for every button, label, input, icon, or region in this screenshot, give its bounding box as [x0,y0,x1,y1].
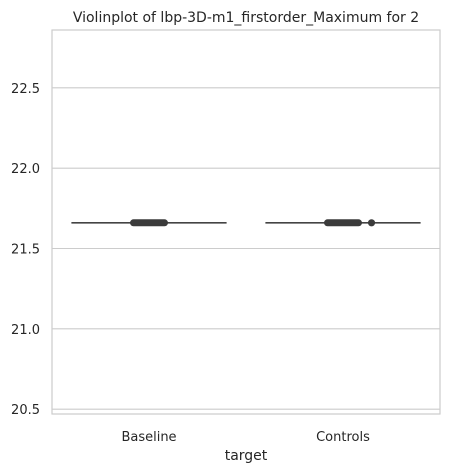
chart-title: Violinplot of lbp-3D-m1_firstorder_Maxim… [73,10,419,26]
y-tick-label: 20.5 [11,403,40,418]
x-tick-label: Baseline [121,430,176,445]
gridlines [52,87,440,410]
y-tick-label: 21.5 [11,243,40,258]
violin-marks [71,219,421,227]
x-axis-title: target [225,448,268,464]
y-tick-label: 22.0 [11,162,40,177]
y-tick-label: 22.5 [11,82,40,97]
outlier-point [367,219,376,227]
x-tick-label: Controls [316,430,370,445]
plot-frame [51,29,441,415]
x-tick-labels: Baseline Controls [121,430,370,445]
y-tick-labels: 20.5 21.0 21.5 22.0 22.5 [11,82,40,418]
y-tick-label: 21.0 [11,323,40,338]
